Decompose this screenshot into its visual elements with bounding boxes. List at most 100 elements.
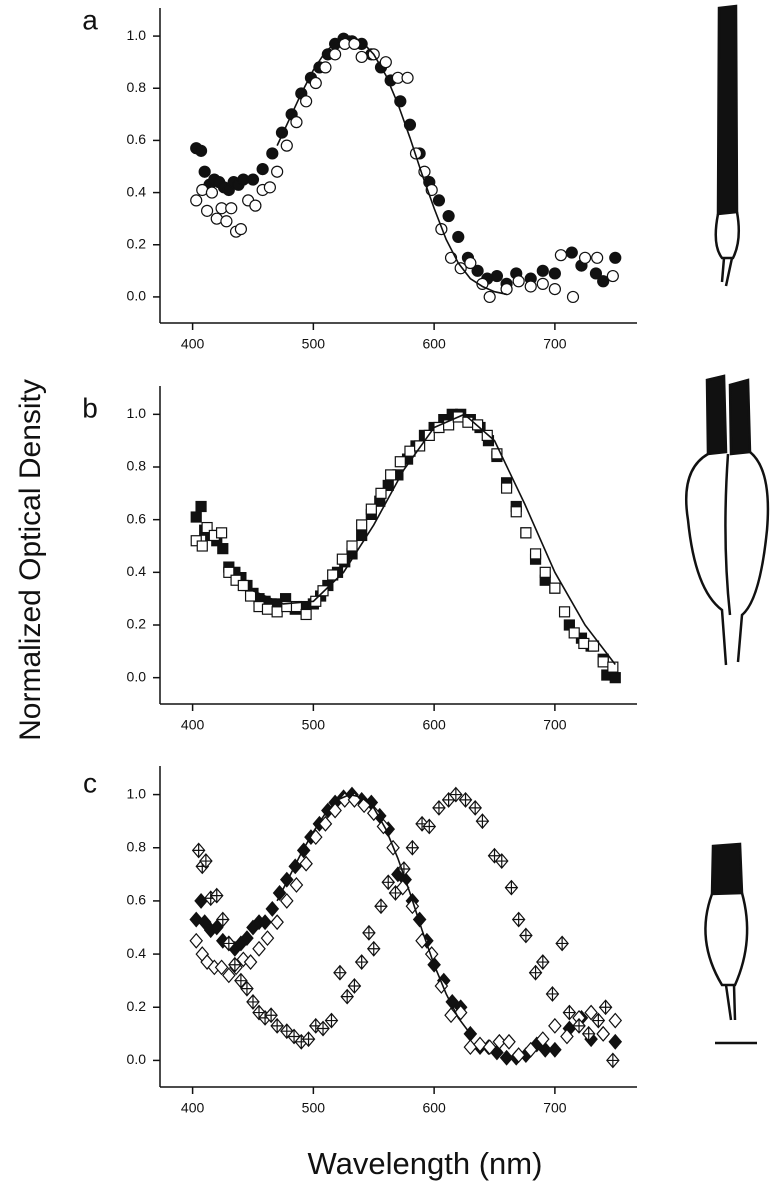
x-tick-label: 600 bbox=[422, 336, 446, 352]
x-tick-label: 700 bbox=[543, 717, 567, 733]
point bbox=[453, 1004, 468, 1021]
y-tick-label: 0.2 bbox=[127, 235, 147, 251]
point bbox=[381, 874, 396, 891]
point bbox=[189, 932, 204, 949]
point bbox=[263, 181, 276, 194]
point bbox=[355, 50, 368, 64]
point bbox=[225, 202, 238, 215]
point bbox=[197, 914, 212, 931]
x-tick-label: 400 bbox=[181, 717, 205, 733]
point bbox=[290, 116, 303, 129]
point bbox=[608, 1012, 623, 1029]
x-tick-label: 700 bbox=[543, 336, 567, 352]
point bbox=[379, 56, 392, 69]
point bbox=[300, 95, 313, 108]
point bbox=[596, 1025, 610, 1042]
point bbox=[442, 209, 455, 223]
y-tick-label: 0.4 bbox=[127, 945, 147, 961]
panel-label: a bbox=[82, 4, 98, 35]
point bbox=[587, 640, 600, 652]
point bbox=[199, 853, 213, 869]
point bbox=[597, 656, 609, 668]
x-tick-label: 500 bbox=[302, 1100, 326, 1116]
panel-label: b bbox=[82, 392, 98, 423]
point bbox=[258, 914, 272, 931]
point bbox=[487, 847, 502, 864]
point bbox=[252, 940, 266, 957]
y-tick-label: 0.6 bbox=[127, 892, 147, 908]
point bbox=[280, 139, 293, 152]
point bbox=[246, 994, 260, 1010]
point bbox=[609, 672, 621, 684]
point bbox=[539, 566, 551, 578]
x-tick-label: 600 bbox=[422, 717, 446, 733]
point bbox=[512, 275, 525, 288]
point bbox=[240, 930, 254, 947]
point bbox=[209, 887, 224, 904]
cell-schematic-a bbox=[714, 4, 741, 287]
y-tick-label: 0.0 bbox=[127, 668, 147, 684]
point bbox=[266, 147, 279, 160]
point bbox=[308, 1017, 323, 1034]
point bbox=[190, 194, 203, 207]
point bbox=[511, 1047, 526, 1064]
x-tick-label: 400 bbox=[181, 1100, 205, 1116]
point bbox=[264, 1007, 278, 1024]
point bbox=[220, 215, 233, 228]
point bbox=[549, 582, 561, 594]
point bbox=[347, 791, 362, 808]
point bbox=[490, 269, 504, 283]
point bbox=[572, 1017, 586, 1034]
point bbox=[201, 521, 213, 534]
point bbox=[261, 603, 274, 615]
point bbox=[536, 277, 549, 290]
y-tick-label: 1.0 bbox=[127, 785, 147, 801]
x-tick-label: 500 bbox=[302, 717, 326, 733]
point bbox=[529, 548, 542, 560]
point bbox=[589, 267, 603, 280]
point bbox=[280, 892, 294, 909]
y-tick-label: 0.2 bbox=[127, 616, 147, 632]
point bbox=[340, 988, 354, 1005]
point bbox=[510, 506, 522, 518]
point bbox=[536, 954, 550, 970]
point bbox=[520, 527, 532, 539]
point bbox=[424, 946, 439, 963]
point bbox=[327, 569, 339, 581]
y-tick-label: 0.4 bbox=[127, 563, 147, 579]
point bbox=[434, 978, 449, 994]
point bbox=[333, 964, 347, 981]
point bbox=[222, 967, 236, 984]
point bbox=[523, 1041, 538, 1058]
point bbox=[214, 959, 229, 976]
cell-schematic-c bbox=[704, 842, 757, 1045]
y-tick-label: 0.0 bbox=[127, 288, 147, 304]
point bbox=[195, 500, 207, 513]
point bbox=[289, 877, 304, 893]
point bbox=[414, 440, 426, 452]
point bbox=[558, 606, 571, 618]
point bbox=[591, 251, 604, 264]
y-tick-label: 0.8 bbox=[127, 458, 147, 474]
point bbox=[346, 540, 358, 552]
point bbox=[222, 935, 236, 952]
point bbox=[607, 661, 619, 673]
point bbox=[198, 165, 211, 178]
y-tick-label: 0.8 bbox=[127, 79, 147, 95]
panel-label: c bbox=[83, 767, 97, 798]
point bbox=[536, 1031, 550, 1048]
point bbox=[578, 251, 592, 264]
point bbox=[548, 1017, 562, 1034]
point bbox=[324, 1012, 339, 1029]
point bbox=[562, 1004, 577, 1021]
fit-line bbox=[276, 35, 507, 296]
point bbox=[598, 999, 613, 1016]
point bbox=[194, 144, 208, 157]
point bbox=[375, 487, 387, 499]
point bbox=[237, 579, 249, 592]
point bbox=[494, 853, 509, 869]
point bbox=[528, 964, 543, 981]
point bbox=[290, 600, 303, 613]
y-tick-label: 1.0 bbox=[127, 27, 147, 43]
